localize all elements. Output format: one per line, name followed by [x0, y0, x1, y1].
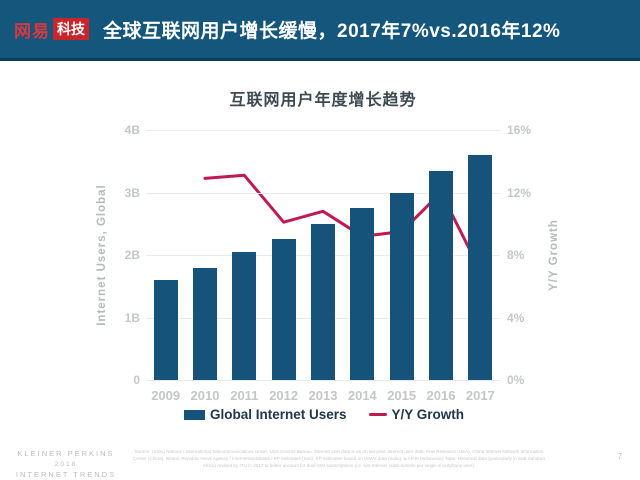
right-tick-12%: 12% [507, 185, 532, 200]
bar-2010[interactable] [193, 267, 217, 380]
year-label-2017: 2017 [465, 388, 495, 403]
article-title: 全球互联网用户增长缓慢，2017年7%vs.2016年12% [103, 20, 561, 42]
left-tick-3B: 3B [124, 185, 140, 200]
netease-logo-text: 网易 [14, 21, 50, 41]
left-tick-4B: 4B [124, 123, 140, 137]
left-tick-2B: 2B [124, 248, 140, 262]
bar-2016[interactable] [429, 170, 453, 380]
right-tick-16%: 16% [507, 123, 532, 137]
brand-name: KLEINER PERKINS [17, 449, 115, 458]
source-note: Source: United Nations / International T… [132, 449, 546, 468]
bar-2012[interactable] [271, 239, 296, 380]
brand-year: 2018 [54, 461, 78, 468]
year-label-2015: 2015 [387, 388, 417, 403]
brand-report: INTERNET TRENDS [15, 470, 117, 480]
netease-tech-logo[interactable]: 网易 科技 [14, 17, 89, 42]
page-number: 7 [617, 452, 623, 461]
header-bar: 网易 科技 全球互联网用户增长缓慢，2017年7%vs.2016年12% [0, 0, 640, 61]
left-tick-1B: 1B [124, 310, 140, 325]
gridline [146, 192, 500, 194]
line-series-swatch-icon [368, 413, 387, 416]
legend-label-bar: Global Internet Users [209, 407, 347, 422]
legend-item-yy-growth[interactable]: Y/Y Growth [368, 407, 465, 422]
chart-title: 互联网用户年度增长趋势 [229, 92, 417, 109]
tech-logo-badge: 科技 [53, 18, 89, 40]
year-label-2012: 2012 [269, 388, 299, 403]
year-label-2009: 2009 [151, 388, 181, 403]
right-tick-4%: 4% [507, 310, 525, 325]
year-label-2010: 2010 [190, 388, 220, 403]
bar-2011[interactable] [232, 251, 257, 380]
right-tick-8%: 8% [507, 248, 525, 262]
bar-2017[interactable] [468, 155, 493, 380]
bar-2009[interactable] [153, 280, 178, 380]
gridline [146, 130, 500, 131]
right-tick-0%: 0% [507, 373, 525, 387]
left-tick-0: 0 [133, 373, 140, 387]
chart-legend: Global Internet Users Y/Y Growth [0, 407, 640, 422]
legend-item-global-internet-users[interactable]: Global Internet Users [183, 407, 347, 422]
chart-plot-area [146, 130, 500, 381]
bar-2013[interactable] [311, 223, 335, 380]
gridline [146, 380, 500, 381]
bar-series-swatch-icon [183, 409, 205, 420]
year-label-2011: 2011 [230, 388, 259, 403]
year-label-2014: 2014 [347, 388, 377, 403]
bar-2015[interactable] [389, 192, 414, 380]
legend-label-line: Y/Y Growth [391, 407, 465, 422]
kleiner-perkins-brand: KLEINER PERKINS 2018 INTERNET TRENDS [6, 448, 126, 480]
bar-2014[interactable] [350, 208, 375, 380]
year-label-2013: 2013 [308, 388, 338, 403]
year-label-2016: 2016 [426, 388, 456, 403]
